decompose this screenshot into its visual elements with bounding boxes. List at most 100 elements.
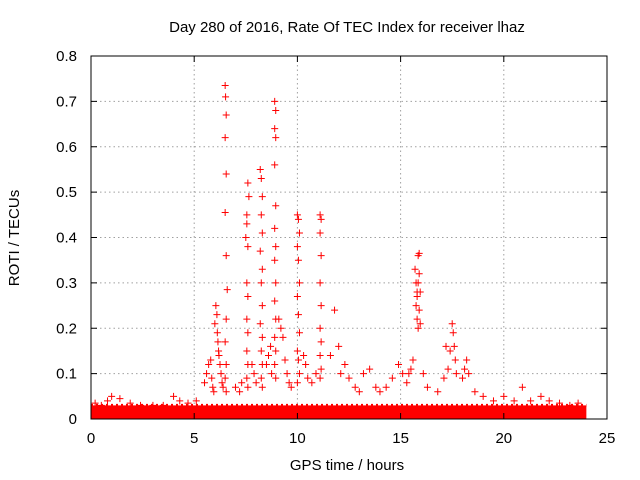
data-point <box>192 397 200 405</box>
data-point <box>489 397 497 405</box>
data-point <box>236 388 244 396</box>
data-point <box>207 356 215 364</box>
data-point <box>335 342 343 350</box>
x-tick-labels: 0 5 10 15 20 25 <box>87 430 616 447</box>
data-point <box>471 388 479 396</box>
data-point <box>257 347 265 355</box>
data-point <box>201 379 209 387</box>
data-point <box>317 252 325 260</box>
data-point <box>214 338 222 346</box>
x-tick-label: 5 <box>190 430 198 447</box>
data-point <box>222 111 230 119</box>
data-point <box>317 302 325 310</box>
data-point <box>316 211 324 219</box>
grid-lines <box>91 56 607 419</box>
data-point <box>399 370 407 378</box>
x-axis-label: GPS time / hours <box>290 457 404 474</box>
y-tick-label: 0 <box>69 411 77 428</box>
data-point <box>316 351 324 359</box>
x-tick-label: 20 <box>495 430 512 447</box>
data-point <box>275 315 283 323</box>
data-point <box>414 279 422 287</box>
data-point <box>271 224 279 232</box>
data-point <box>316 324 324 332</box>
data-point <box>463 356 471 364</box>
data-point <box>256 320 264 328</box>
data-point <box>355 388 363 396</box>
data-point <box>510 397 518 405</box>
data-point <box>242 234 250 241</box>
data-point <box>170 392 178 400</box>
data-point <box>500 392 508 400</box>
data-point <box>211 320 219 328</box>
data-point <box>243 347 251 355</box>
data-point <box>248 361 256 369</box>
data-point <box>281 356 289 364</box>
data-point <box>258 229 266 237</box>
data-point <box>238 379 246 387</box>
data-point <box>222 388 230 396</box>
axis-ticks <box>90 55 608 420</box>
data-point <box>271 361 279 369</box>
data-point <box>312 370 320 378</box>
data-point <box>416 320 424 328</box>
data-point <box>243 211 251 219</box>
data-point <box>556 399 564 407</box>
data-point <box>294 215 302 223</box>
data-point <box>272 374 280 382</box>
data-point <box>295 329 303 337</box>
data-point <box>265 351 273 359</box>
data-point <box>295 279 303 287</box>
data-point <box>116 395 124 403</box>
data-point <box>272 279 280 287</box>
data-point <box>293 379 301 387</box>
data-point <box>203 370 211 378</box>
data-point <box>272 134 280 142</box>
data-point <box>104 397 112 405</box>
data-point <box>243 220 251 228</box>
data-point <box>258 383 266 391</box>
y-tick-label: 0.6 <box>56 139 77 156</box>
data-point <box>285 379 293 387</box>
data-point <box>219 383 227 391</box>
data-point <box>126 399 134 407</box>
data-point <box>268 370 276 378</box>
data-point <box>267 342 275 350</box>
y-tick-label: 0.8 <box>56 48 77 65</box>
data-point <box>108 392 116 400</box>
data-point <box>222 315 230 323</box>
data-point <box>341 361 349 369</box>
data-point <box>446 347 454 355</box>
data-point <box>271 297 279 305</box>
data-point <box>376 388 384 396</box>
data-point <box>137 401 145 409</box>
data-point <box>545 397 553 405</box>
data-point <box>317 365 325 373</box>
data-point <box>295 370 303 378</box>
data-point <box>326 351 334 359</box>
data-point <box>208 374 216 382</box>
data-point <box>283 370 291 378</box>
data-point <box>405 370 413 378</box>
data-point <box>221 134 229 142</box>
data-point <box>272 347 280 355</box>
y-tick-labels: 0 0.1 0.2 0.3 0.4 0.5 0.6 0.7 0.8 <box>56 48 77 428</box>
data-point <box>258 193 266 201</box>
data-point <box>395 361 403 369</box>
data-point <box>221 81 229 89</box>
data-point <box>205 361 213 369</box>
x-tick-label: 25 <box>599 430 616 447</box>
data-point <box>244 383 252 391</box>
data-point <box>216 361 224 369</box>
data-point <box>388 374 396 382</box>
data-point <box>222 361 230 369</box>
data-point <box>209 383 217 391</box>
data-point <box>351 383 359 391</box>
x-tick-label: 0 <box>87 430 95 447</box>
data-point <box>258 265 266 273</box>
data-point <box>416 288 424 296</box>
y-tick-label: 0.7 <box>56 93 77 110</box>
data-point <box>244 243 252 251</box>
data-point <box>287 383 295 391</box>
data-point <box>317 215 325 223</box>
